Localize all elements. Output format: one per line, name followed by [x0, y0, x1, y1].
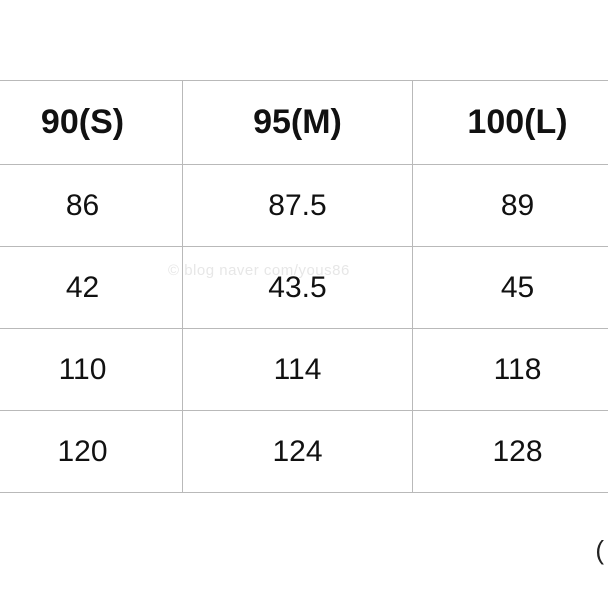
- size-table: 90(S) 95(M) 100(L) 86 87.5 89 42 43.5 45…: [0, 80, 608, 493]
- cell: 45: [413, 247, 608, 329]
- table-header-row: 90(S) 95(M) 100(L): [0, 81, 608, 165]
- cell: 114: [183, 329, 413, 411]
- cell: 110: [0, 329, 183, 411]
- cell: 118: [413, 329, 608, 411]
- table-row: 86 87.5 89: [0, 165, 608, 247]
- table-row: 120 124 128: [0, 411, 608, 493]
- footer-fragment: (: [595, 535, 604, 566]
- cell: 43.5: [183, 247, 413, 329]
- cell: 86: [0, 165, 183, 247]
- cell: 87.5: [183, 165, 413, 247]
- col-header-95m: 95(M): [183, 81, 413, 165]
- col-header-90s: 90(S): [0, 81, 183, 165]
- cell: 120: [0, 411, 183, 493]
- col-header-100l: 100(L): [413, 81, 608, 165]
- cell: 128: [413, 411, 608, 493]
- cell: 89: [413, 165, 608, 247]
- table-row: 42 43.5 45: [0, 247, 608, 329]
- cell: 124: [183, 411, 413, 493]
- table-row: 110 114 118: [0, 329, 608, 411]
- cell: 42: [0, 247, 183, 329]
